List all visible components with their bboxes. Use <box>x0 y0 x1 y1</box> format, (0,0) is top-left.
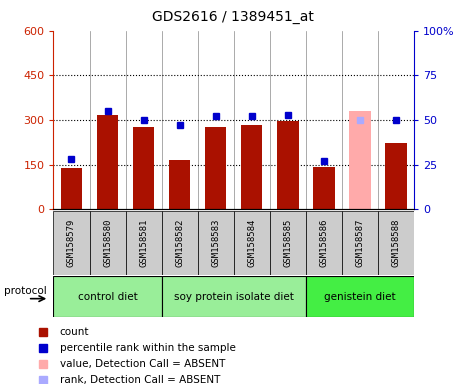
Text: percentile rank within the sample: percentile rank within the sample <box>60 343 235 353</box>
Text: GSM158579: GSM158579 <box>67 219 76 267</box>
Bar <box>277 121 299 209</box>
Bar <box>234 211 270 275</box>
Bar <box>198 211 233 275</box>
Text: genistein diet: genistein diet <box>324 291 396 302</box>
Bar <box>306 211 342 275</box>
Text: GSM158583: GSM158583 <box>211 219 220 267</box>
Text: soy protein isolate diet: soy protein isolate diet <box>174 291 293 302</box>
Bar <box>270 211 306 275</box>
Text: value, Detection Call = ABSENT: value, Detection Call = ABSENT <box>60 359 225 369</box>
Text: GSM158585: GSM158585 <box>283 219 292 267</box>
Bar <box>306 276 414 317</box>
Text: control diet: control diet <box>78 291 137 302</box>
Text: GSM158581: GSM158581 <box>139 219 148 267</box>
Text: GSM158584: GSM158584 <box>247 219 256 267</box>
Text: GSM158587: GSM158587 <box>355 219 364 267</box>
Bar <box>133 127 154 209</box>
Bar <box>97 115 118 209</box>
Bar <box>89 211 126 275</box>
Text: GSM158580: GSM158580 <box>103 219 112 267</box>
Bar <box>342 211 378 275</box>
Bar <box>53 211 89 275</box>
Bar <box>313 167 334 209</box>
Text: GDS2616 / 1389451_at: GDS2616 / 1389451_at <box>152 10 313 23</box>
Text: GSM158582: GSM158582 <box>175 219 184 267</box>
Bar <box>60 168 82 209</box>
Text: rank, Detection Call = ABSENT: rank, Detection Call = ABSENT <box>60 374 220 384</box>
Bar <box>53 276 162 317</box>
Bar <box>385 143 406 209</box>
Text: count: count <box>60 327 89 337</box>
Text: GSM158586: GSM158586 <box>319 219 328 267</box>
Bar <box>378 211 414 275</box>
Text: GSM158588: GSM158588 <box>392 219 400 267</box>
Bar <box>126 211 162 275</box>
Bar <box>241 125 262 209</box>
Bar <box>205 127 226 209</box>
Bar <box>349 111 371 209</box>
Text: protocol: protocol <box>4 286 47 296</box>
Bar <box>169 160 191 209</box>
Bar <box>162 211 198 275</box>
Bar <box>162 276 306 317</box>
